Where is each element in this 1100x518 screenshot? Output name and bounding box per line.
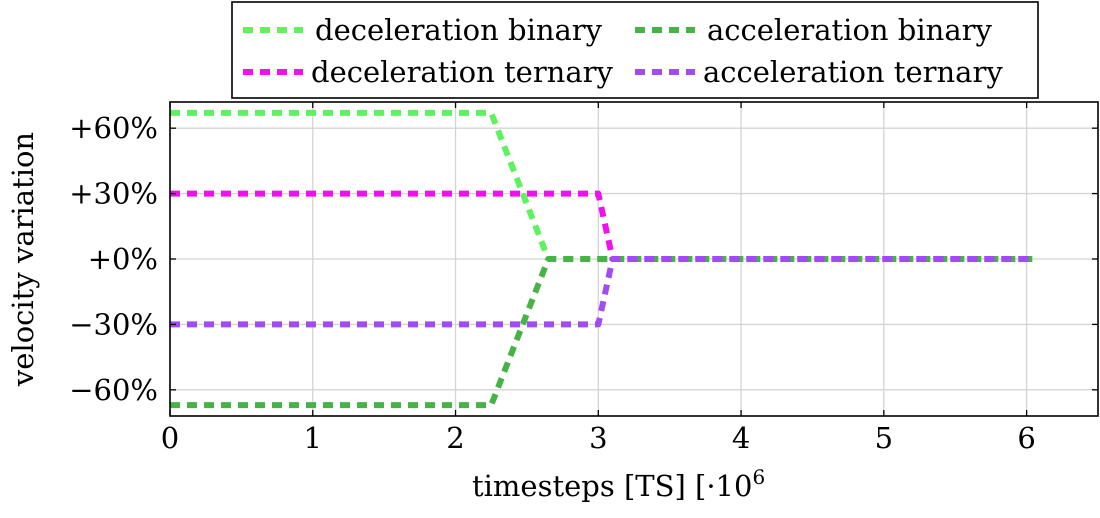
tick-marks — [169, 102, 1098, 416]
x-axis-label-exponent: 6 — [752, 465, 765, 489]
legend: deceleration binary acceleration binary … — [231, 1, 1039, 99]
legend-label-deceleration-binary: deceleration binary — [315, 13, 603, 47]
legend-label-acceleration-ternary: acceleration ternary — [703, 55, 1003, 89]
legend-box — [231, 1, 1039, 99]
series-lines — [170, 109, 1034, 409]
x-tick-label: 0 — [161, 421, 179, 455]
y-axis-label: velocity variation — [6, 132, 40, 387]
y-tick-label: −30% — [69, 307, 158, 341]
x-tick-label: 2 — [446, 421, 464, 455]
legend-label-deceleration-ternary: deceleration ternary — [311, 55, 614, 89]
series-line-acceleration-ternary — [170, 256, 1034, 328]
y-tick-label: +0% — [88, 242, 158, 276]
y-tick-label: −60% — [69, 373, 158, 407]
x-tick-label: 6 — [1017, 421, 1035, 455]
x-axis-label: timesteps [TS] [·106 — [472, 465, 765, 503]
y-tick-label: +60% — [69, 111, 158, 145]
series-line-acceleration-binary — [170, 256, 1034, 409]
x-tick-label: 4 — [732, 421, 750, 455]
x-tick-label: 1 — [304, 421, 322, 455]
legend-label-acceleration-binary: acceleration binary — [707, 13, 992, 47]
x-tick-label: 3 — [589, 421, 607, 455]
x-tick-labels: 0 1 2 3 4 5 6 — [161, 421, 1036, 455]
x-tick-label: 5 — [875, 421, 893, 455]
y-tick-labels: +60% +30% +0% −30% −60% — [69, 111, 158, 407]
y-tick-label: +30% — [69, 177, 158, 211]
series-line-deceleration-ternary — [170, 190, 1034, 262]
series-line-deceleration-binary — [170, 109, 1034, 262]
